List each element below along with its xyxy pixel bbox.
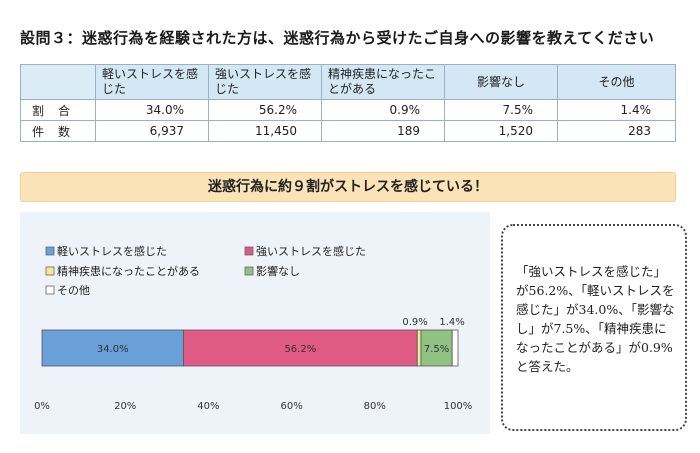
bar-other (451, 329, 459, 367)
bar-no-effect (420, 329, 453, 367)
table-cell: 0.9% (321, 99, 445, 121)
table-row: 割合 34.0% 56.2% 0.9% 7.5% 1.4% (20, 99, 676, 121)
table-row-label: 件数 (20, 120, 96, 142)
x-tick-label: 0% (34, 401, 50, 412)
legend-swatch (244, 266, 254, 276)
results-table: 軽いストレスを感じた 強いストレスを感じた 精神疾患になったことがある 影響なし… (20, 64, 676, 142)
table-cell: 56.2% (208, 99, 322, 121)
table-cell: 1,520 (444, 120, 558, 142)
x-tick-label: 100% (444, 401, 473, 412)
x-tick-label: 60% (280, 401, 302, 412)
table-header-light-stress: 軽いストレスを感じた (95, 64, 209, 100)
legend-label: 強いストレスを感じた (256, 245, 366, 258)
table-row: 件数 6,937 11,450 189 1,520 283 (20, 120, 676, 142)
table-cell: 7.5% (444, 99, 558, 121)
x-tick-label: 20% (114, 401, 136, 412)
table-cell: 11,450 (208, 120, 322, 142)
table-cell: 1.4% (557, 99, 676, 121)
data-label: 56.2% (284, 344, 316, 355)
table-header-mental-illness: 精神疾患になったことがある (321, 64, 445, 100)
table-row-label: 割合 (20, 99, 96, 121)
legend-swatch (45, 246, 55, 256)
table-cell: 189 (321, 120, 445, 142)
data-label: 7.5% (424, 344, 449, 355)
table-header-no-effect: 影響なし (444, 64, 558, 100)
legend-label: 軽いストレスを感じた (57, 245, 167, 258)
table-corner-cell (20, 64, 96, 100)
commentary-box: 「強いストレスを感じた」が56.2%、「軽いストレスを感じた」が34.0%、「影… (501, 224, 687, 431)
table-header-other: その他 (557, 64, 676, 100)
bar-strong-stress (183, 329, 418, 367)
data-label: 0.9% (402, 317, 427, 328)
page-title: 設問３：迷惑行為を経験された方は、迷惑行為から受けたご自身への影響を教えてくださ… (20, 29, 655, 47)
bar-mental-illness (416, 329, 422, 367)
legend-swatch (45, 266, 55, 276)
x-tick-label: 40% (197, 401, 219, 412)
commentary-text: 「強いストレスを感じた」が56.2%、「軽いストレスを感じた」が34.0%、「影… (516, 264, 675, 374)
table-cell: 283 (557, 120, 676, 142)
legend-swatch (244, 246, 254, 256)
data-label: 1.4% (439, 317, 464, 328)
table-header-row: 軽いストレスを感じた 強いストレスを感じた 精神疾患になったことがある 影響なし… (20, 64, 676, 100)
table-header-strong-stress: 強いストレスを感じた (208, 64, 322, 100)
summary-banner: 迷惑行為に約９割がストレスを感じている！ (20, 172, 676, 202)
legend-label: 精神疾患になったことがある (57, 264, 200, 278)
table-cell: 34.0% (95, 99, 209, 121)
bar-light-stress (41, 329, 184, 367)
legend-label: 影響なし (256, 264, 300, 278)
chart-panel: 軽いストレスを感じた 強いストレスを感じた精神疾患になったことがある 影響なしその他… (20, 212, 490, 434)
x-tick-label: 80% (364, 401, 386, 412)
table-cell: 6,937 (95, 120, 209, 142)
legend-swatch (45, 285, 55, 295)
legend-label: その他 (57, 284, 90, 297)
data-label: 34.0% (97, 344, 129, 355)
